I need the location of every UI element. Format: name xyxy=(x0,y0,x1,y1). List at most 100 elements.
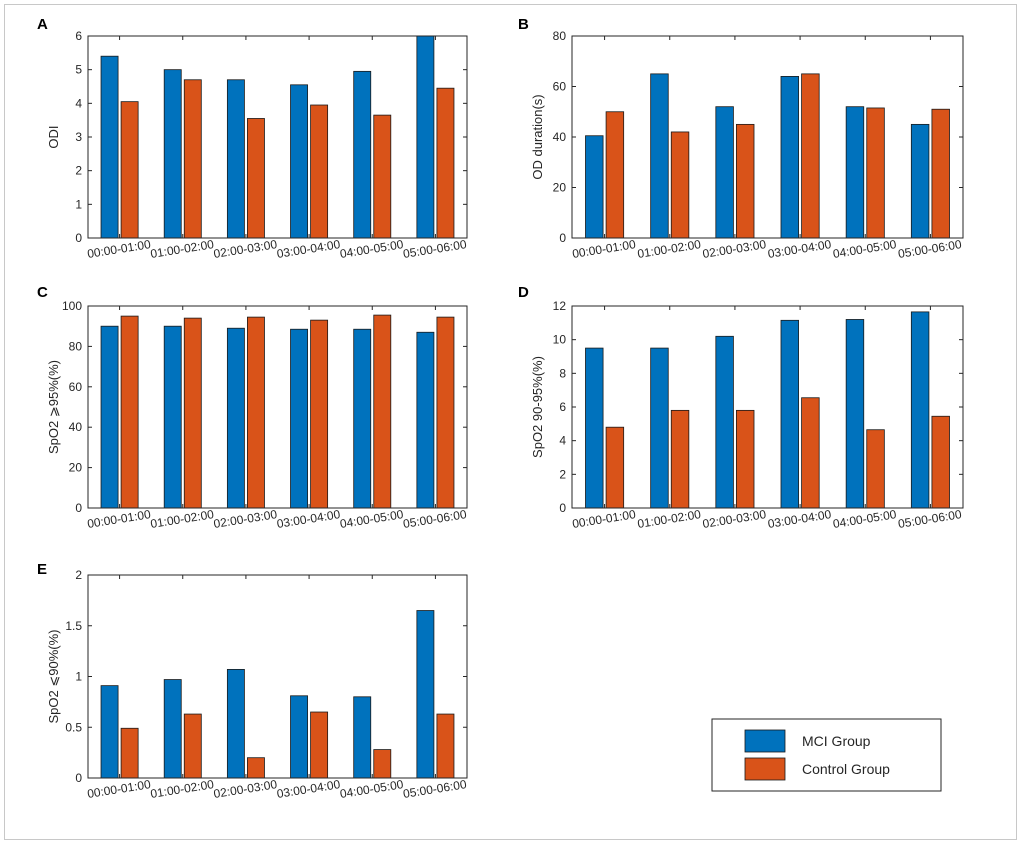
axes-box-c xyxy=(87,305,468,509)
bar-a-control-0 xyxy=(120,101,139,239)
xtick-label-c-0: 00:00-01:00 xyxy=(86,507,152,531)
chart-panel-e: E 0 0.5 1 1.5 2 00:00-01:0001:00-02:0002:00-03… xyxy=(37,561,468,801)
ytick-label-d-0: 0 xyxy=(559,501,566,515)
xtick-label-d-2: 02:00-03:00 xyxy=(702,507,768,531)
ytick-label-b-3: 60 xyxy=(553,80,567,94)
legend-swatch-control xyxy=(744,757,786,781)
ytick-label-d-6: 12 xyxy=(553,299,567,313)
bar-d-mci-4 xyxy=(845,319,865,509)
axes-box-a xyxy=(87,35,468,239)
bar-d-control-1 xyxy=(670,409,690,509)
ylabel-d: SpO2 90-95%(%) xyxy=(530,356,545,458)
chart-panel-a: A 0 1 2 3 4 5 6 00:00-01:0001:00-02:0002:00-03:0… xyxy=(37,16,468,261)
bar-b-control-1 xyxy=(670,131,690,239)
ytick-label-b-2: 40 xyxy=(553,130,567,144)
xtick-label-c-1: 01:00-02:00 xyxy=(149,507,215,531)
ytick-label-c-2: 40 xyxy=(69,420,83,434)
ytick-label-d-2: 4 xyxy=(559,434,566,448)
panel-letter-e: E xyxy=(37,561,47,578)
xtick-label-e-4: 04:00-05:00 xyxy=(339,777,405,801)
charts-canvas: A012345600:00-01:0001:00-02:0002:00-03:0… xyxy=(37,16,964,801)
xtick-label-c-3: 03:00-04:00 xyxy=(276,507,342,531)
legend-label-mci: MCI Group xyxy=(802,733,871,749)
bar-a-control-3 xyxy=(310,104,329,239)
axes-box-d xyxy=(571,305,964,509)
xtick-label-b-3: 03:00-04:00 xyxy=(767,237,833,261)
xtick-label-b-4: 04:00-05:00 xyxy=(832,237,898,261)
bar-a-mci-0 xyxy=(100,55,119,239)
bar-e-mci-5 xyxy=(416,610,435,779)
ytick-label-e-3: 1.5 xyxy=(65,619,82,633)
bar-e-mci-1 xyxy=(163,679,182,779)
bar-a-mci-3 xyxy=(290,84,308,239)
ytick-label-d-5: 10 xyxy=(553,333,567,347)
ytick-label-e-1: 0.5 xyxy=(65,720,82,734)
bar-e-mci-2 xyxy=(226,668,245,779)
bar-b-control-2 xyxy=(736,123,755,239)
bar-e-mci-0 xyxy=(100,685,119,779)
bar-a-control-4 xyxy=(373,114,392,239)
ylabel-b: OD duration(s) xyxy=(530,94,545,179)
ylabel-a: ODI xyxy=(46,125,61,148)
chart-panel-c: C 0 20 40 60 80 100 00:00-01:0001:00-02:0002:00… xyxy=(37,284,468,531)
xtick-label-d-0: 00:00-01:00 xyxy=(571,507,637,531)
xtick-label-b-1: 01:00-02:00 xyxy=(636,237,702,261)
bar-a-mci-5 xyxy=(416,35,435,239)
ytick-label-b-0: 0 xyxy=(559,231,566,245)
ylabel-e: SpO2 ⩽90%(%) xyxy=(46,630,61,724)
ytick-label-e-0: 0 xyxy=(75,771,82,785)
xtick-label-a-3: 03:00-04:00 xyxy=(276,237,342,261)
bar-d-mci-2 xyxy=(715,335,734,509)
bar-b-mci-4 xyxy=(845,106,865,239)
bar-d-mci-1 xyxy=(650,347,669,509)
bar-d-control-0 xyxy=(605,426,625,509)
ytick-label-a-6: 6 xyxy=(75,29,82,43)
bar-b-mci-2 xyxy=(715,106,734,239)
bar-e-control-3 xyxy=(310,711,329,779)
ytick-label-a-3: 3 xyxy=(75,130,82,144)
bar-c-mci-5 xyxy=(416,331,435,509)
ytick-label-e-2: 1 xyxy=(75,670,82,684)
axes-box-e xyxy=(87,574,468,779)
ytick-label-b-4: 80 xyxy=(553,29,567,43)
bar-b-mci-5 xyxy=(910,123,930,239)
ytick-label-a-4: 4 xyxy=(75,96,82,110)
bar-b-control-4 xyxy=(866,107,885,239)
legend: MCI Group Control Group xyxy=(711,718,942,792)
ytick-label-d-1: 2 xyxy=(559,467,566,481)
bar-e-mci-4 xyxy=(353,696,372,779)
bar-e-control-4 xyxy=(373,749,392,779)
bar-a-mci-2 xyxy=(226,79,245,239)
bar-d-mci-5 xyxy=(910,311,930,509)
bar-d-control-3 xyxy=(801,397,820,509)
ytick-label-c-3: 60 xyxy=(69,380,83,394)
bar-d-control-5 xyxy=(931,415,950,509)
xtick-label-c-5: 05:00-06:00 xyxy=(402,507,468,531)
ytick-label-b-1: 20 xyxy=(553,181,567,195)
bar-a-mci-4 xyxy=(353,70,372,239)
xtick-label-a-2: 02:00-03:00 xyxy=(213,237,279,261)
bar-c-control-2 xyxy=(247,316,265,509)
bar-a-control-2 xyxy=(247,118,265,239)
xtick-label-e-1: 01:00-02:00 xyxy=(149,777,215,801)
axes-box-b xyxy=(571,35,964,239)
bar-b-control-3 xyxy=(801,73,820,239)
bar-b-control-5 xyxy=(931,108,950,239)
xtick-label-a-4: 04:00-05:00 xyxy=(339,237,405,261)
bar-e-control-1 xyxy=(183,713,202,779)
bar-c-control-3 xyxy=(310,319,329,509)
ytick-label-a-2: 2 xyxy=(75,164,82,178)
xtick-label-d-4: 04:00-05:00 xyxy=(832,507,898,531)
xtick-label-d-5: 05:00-06:00 xyxy=(897,507,963,531)
bar-a-control-5 xyxy=(436,87,455,239)
bar-c-mci-2 xyxy=(226,327,245,509)
ytick-label-d-3: 6 xyxy=(559,400,566,414)
xtick-label-e-2: 02:00-03:00 xyxy=(213,777,279,801)
xtick-label-a-0: 00:00-01:00 xyxy=(86,237,152,261)
bar-e-control-2 xyxy=(247,757,265,779)
panel-letter-c: C xyxy=(37,284,48,301)
bar-c-control-5 xyxy=(436,316,455,509)
ytick-label-c-0: 0 xyxy=(75,501,82,515)
chart-panel-b: B 0 20 40 60 80 00:00-01:00 01:00-02:00 02:00-03… xyxy=(518,16,964,261)
bar-c-control-0 xyxy=(120,315,139,509)
